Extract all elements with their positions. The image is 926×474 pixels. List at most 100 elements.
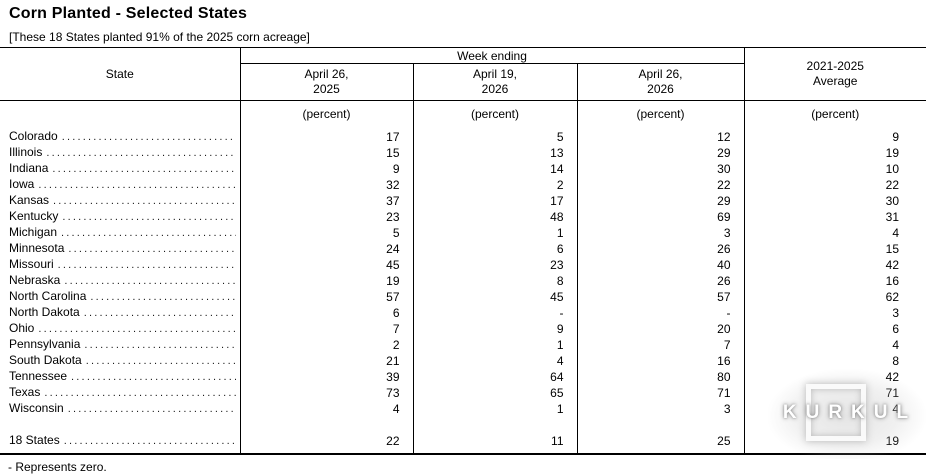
state-name-cell: Iowa	[0, 177, 240, 193]
leader-dots	[64, 274, 235, 289]
unit-label: (percent)	[412, 100, 577, 129]
value-cell: 13	[412, 144, 577, 161]
state-name-cell: Kentucky	[0, 209, 240, 225]
leader-dots	[62, 130, 236, 145]
value-cell: 22	[743, 176, 926, 193]
unit-label: (percent)	[576, 100, 744, 129]
value-cell: 30	[743, 192, 926, 209]
state-name: Ohio	[9, 320, 35, 335]
state-name-cell: Pennsylvania	[0, 337, 240, 353]
state-name-cell: North Dakota	[0, 305, 240, 321]
value-cell: 45	[239, 256, 413, 273]
value-cell: 8	[412, 272, 577, 289]
value-cell: 23	[412, 256, 577, 273]
state-name-cell: Minnesota	[0, 241, 240, 257]
leader-dots	[84, 338, 235, 353]
value-cell: 30	[576, 160, 744, 177]
value-cell: 10	[743, 160, 926, 177]
state-name: Minnesota	[9, 240, 65, 255]
state-name-cell: Wisconsin	[0, 401, 240, 417]
state-name-cell: Texas	[0, 385, 240, 401]
header-row-week-ending: State Week ending 2021-2025 Average	[0, 47, 926, 101]
state-column-header: State	[0, 47, 240, 101]
value-cell: 4	[239, 400, 413, 417]
state-name: Indiana	[9, 160, 49, 175]
corn-planted-table: State Week ending 2021-2025 Average Apri…	[0, 47, 926, 455]
state-name: Kansas	[9, 192, 50, 207]
value-cell: 2	[239, 336, 413, 353]
state-name: South Dakota	[9, 352, 82, 367]
value-cell: 9	[239, 160, 413, 177]
value-cell: 57	[239, 288, 413, 305]
leader-dots	[52, 162, 235, 177]
total-row: 18 States 22 11 25 19	[0, 430, 926, 454]
value-cell: 16	[576, 352, 744, 369]
state-name-cell: Michigan	[0, 225, 240, 241]
state-name: North Dakota	[9, 304, 80, 319]
value-cell: -	[412, 304, 577, 321]
state-name-cell: Ohio	[0, 321, 240, 337]
value-cell: 29	[576, 192, 744, 209]
leader-dots	[71, 370, 235, 385]
value-cell: 20	[576, 320, 744, 337]
leader-dots	[61, 226, 235, 241]
value-cell: 15	[239, 144, 413, 161]
column-header-apr26-2025: April 26, 2025	[239, 63, 413, 101]
value-cell: 7	[239, 320, 413, 337]
value-cell: 6	[239, 304, 413, 321]
value-cell: 2	[412, 176, 577, 193]
value-cell: 4	[743, 336, 926, 353]
leader-dots	[64, 434, 236, 449]
total-value-cell: 19	[743, 430, 926, 454]
value-cell: 48	[412, 208, 577, 225]
state-name: North Carolina	[9, 288, 87, 303]
value-cell: 19	[239, 272, 413, 289]
leader-dots	[68, 402, 236, 417]
value-cell: 6	[743, 320, 926, 337]
value-cell: 42	[743, 368, 926, 385]
table-body: Colorado175129Illinois15132919Indiana914…	[0, 128, 926, 417]
value-cell: 31	[743, 208, 926, 225]
leader-dots	[68, 242, 235, 257]
value-cell: 6	[412, 240, 577, 257]
table-row: Texas73657171	[0, 384, 926, 401]
leader-dots	[38, 178, 235, 193]
leader-dots	[84, 306, 236, 321]
value-cell: 9	[743, 128, 926, 145]
value-cell: 64	[412, 368, 577, 385]
value-cell: 80	[576, 368, 744, 385]
unit-label: (percent)	[239, 100, 413, 129]
value-cell: 24	[239, 240, 413, 257]
page-title: Corn Planted - Selected States	[9, 5, 248, 22]
value-cell: 14	[412, 160, 577, 177]
value-cell: 4	[412, 352, 577, 369]
value-cell: 26	[576, 240, 744, 257]
state-name-cell: Colorado	[0, 129, 240, 145]
value-cell: 62	[743, 288, 926, 305]
value-cell: 23	[239, 208, 413, 225]
value-cell: -	[576, 304, 744, 321]
average-column-header: 2021-2025 Average	[743, 47, 926, 101]
value-cell: 71	[743, 384, 926, 401]
total-label: 18 States	[9, 432, 60, 447]
state-name-cell: Nebraska	[0, 273, 240, 289]
value-cell: 1	[412, 336, 577, 353]
value-cell: 4	[743, 400, 926, 417]
value-cell: 3	[576, 400, 744, 417]
table-row: North Dakota6--3	[0, 304, 926, 321]
value-cell: 3	[576, 224, 744, 241]
value-cell: 32	[239, 176, 413, 193]
total-value-cell: 25	[576, 430, 744, 454]
footnote-represents-zero: - Represents zero.	[8, 459, 107, 474]
table-row: Wisconsin4134	[0, 400, 926, 417]
value-cell: 19	[743, 144, 926, 161]
